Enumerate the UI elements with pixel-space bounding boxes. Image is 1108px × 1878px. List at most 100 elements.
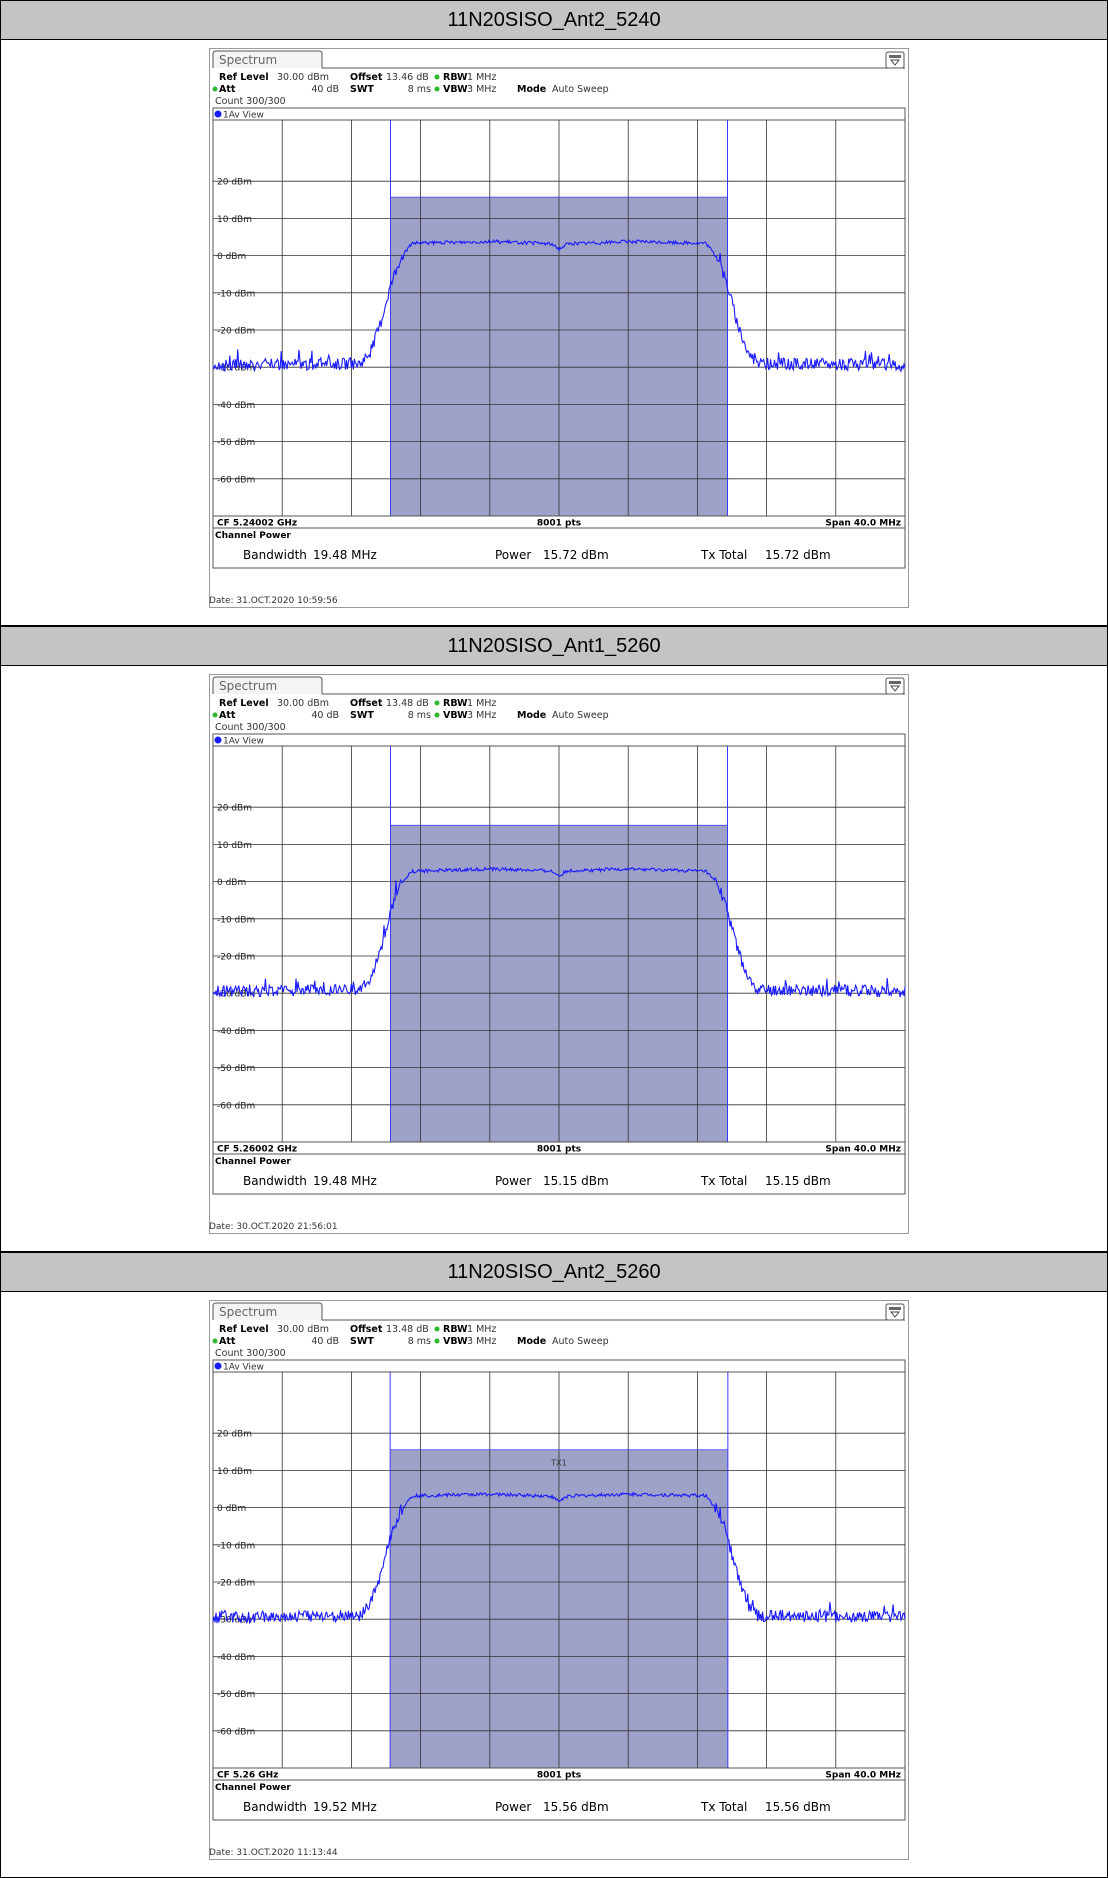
tx-total-value: 15.72 dBm (765, 548, 831, 562)
att-value: 40 dB (311, 710, 339, 721)
span-value: Span 40.0 MHz (825, 519, 901, 529)
trace-indicator (214, 1362, 222, 1370)
vbw-value: 3 MHz (467, 710, 496, 721)
trace-indicator (214, 110, 222, 118)
spectrum-tab (212, 50, 323, 68)
rbw-label: RBW (443, 72, 468, 83)
section-title-text: 11N20SISO_Ant2_5260 (447, 1260, 661, 1283)
y-tick-label: -20 dBm (217, 1579, 255, 1589)
swt-value: 8 ms (408, 84, 431, 95)
channel-power-panel (212, 1153, 906, 1195)
vbw-coupled-indicator (434, 86, 440, 92)
rbw-value: 1 MHz (467, 698, 496, 709)
date-stamp: Date: 31.OCT.2020 11:13:44 (209, 1848, 338, 1858)
mode-value: Auto Sweep (552, 1336, 609, 1347)
y-tick-label: -50 dBm (217, 1690, 255, 1700)
y-tick-label: -60 dBm (217, 475, 255, 485)
y-tick-label: 10 dBm (217, 215, 252, 225)
power-label: Power (495, 1800, 531, 1814)
span-value: Span 40.0 MHz (825, 1771, 901, 1781)
sweep-count: Count 300/300 (215, 96, 286, 107)
y-tick-label: 10 dBm (217, 841, 252, 851)
rbw-label: RBW (443, 1324, 468, 1335)
section-title: 11N20SISO_Ant2_5240 (0, 0, 1108, 40)
y-tick-label: 20 dBm (217, 178, 252, 188)
y-tick-label: -20 dBm (217, 327, 255, 337)
channel-power-title: Channel Power (215, 1157, 291, 1167)
date-stamp: Date: 31.OCT.2020 10:59:56 (209, 596, 338, 606)
y-tick-label: 0 dBm (217, 252, 246, 262)
y-tick-label: -10 dBm (217, 289, 255, 299)
section-title: 11N20SISO_Ant1_5260 (0, 626, 1108, 666)
spectrum-tab-label: Spectrum (219, 679, 277, 693)
sweep-count: Count 300/300 (215, 722, 286, 733)
vbw-label: VBW (443, 1336, 468, 1347)
y-tick-label: 20 dBm (217, 1430, 252, 1440)
display-icon-triangle (889, 59, 901, 66)
swt-label: SWT (350, 710, 374, 721)
spectrum-tab-label: Spectrum (219, 1305, 277, 1319)
tx-total-label: Tx Total (700, 1174, 747, 1188)
ref-level-value: 30.00 dBm (277, 698, 329, 709)
section-body: Spectrum Ref Level 30.00 dBm Offset 13.48 dB… (0, 666, 1108, 1252)
bandwidth-label: Bandwidth (243, 548, 307, 562)
section-title-text: 11N20SISO_Ant1_5260 (447, 634, 661, 657)
y-tick-label: -60 dBm (217, 1727, 255, 1737)
section-body: Spectrum Ref Level 30.00 dBm Offset 13.48 dB… (0, 1292, 1108, 1878)
date-stamp: Date: 30.OCT.2020 21:56:01 (209, 1222, 338, 1232)
y-tick-label: -20 dBm (217, 953, 255, 963)
view-label: 1Av View (223, 1363, 264, 1373)
center-frequency: CF 5.24002 GHz (217, 519, 297, 529)
y-tick-label: 0 dBm (217, 878, 246, 888)
view-label: 1Av View (223, 111, 264, 121)
offset-label: Offset (350, 72, 383, 83)
span-value: Span 40.0 MHz (825, 1145, 901, 1155)
analyzer-screenshot: Spectrum Ref Level 30.00 dBm Offset 13.46 dB… (209, 48, 909, 608)
ref-level-label: Ref Level (219, 1324, 269, 1335)
analyzer-screenshot: Spectrum Ref Level 30.00 dBm Offset 13.48 dB… (209, 674, 909, 1234)
vbw-label: VBW (443, 84, 468, 95)
ref-level-value: 30.00 dBm (277, 72, 329, 83)
bandwidth-label: Bandwidth (243, 1800, 307, 1814)
section-body: Spectrum Ref Level 30.00 dBm Offset 13.46 dB… (0, 40, 1108, 626)
y-tick-label: -30 dBm (217, 1616, 255, 1626)
display-icon-bar (889, 55, 901, 58)
section-title: 11N20SISO_Ant2_5260 (0, 1252, 1108, 1292)
display-icon-bar (889, 1307, 901, 1310)
swt-value: 8 ms (408, 1336, 431, 1347)
sweep-points: 8001 pts (537, 1145, 581, 1155)
spectrum-trace (212, 238, 906, 373)
offset-value: 13.48 dB (386, 1324, 429, 1335)
mode-label: Mode (517, 710, 546, 721)
vbw-coupled-indicator (434, 1338, 440, 1344)
vbw-value: 3 MHz (467, 84, 496, 95)
y-tick-label: -30 dBm (217, 364, 255, 374)
bandwidth-value: 19.48 MHz (313, 548, 377, 562)
att-value: 40 dB (311, 1336, 339, 1347)
display-icon-triangle (889, 1311, 901, 1318)
rbw-coupled-indicator (434, 74, 440, 80)
display-icon-bar (889, 681, 901, 684)
power-value: 15.15 dBm (543, 1174, 609, 1188)
trace-indicator (214, 736, 222, 744)
y-tick-label: 0 dBm (217, 1504, 246, 1514)
view-bar (212, 733, 906, 747)
y-tick-label: -10 dBm (217, 1541, 255, 1551)
bandwidth-label: Bandwidth (243, 1174, 307, 1188)
y-tick-label: -10 dBm (217, 915, 255, 925)
power-label: Power (495, 548, 531, 562)
vbw-coupled-indicator (434, 712, 440, 718)
att-coupled-indicator (212, 1338, 218, 1344)
spectrum-tab (212, 676, 323, 694)
att-coupled-indicator (212, 86, 218, 92)
tx-total-label: Tx Total (700, 548, 747, 562)
spectrum-trace (212, 1491, 906, 1625)
y-tick-label: -60 dBm (217, 1101, 255, 1111)
tx-total-value: 15.15 dBm (765, 1174, 831, 1188)
mode-label: Mode (517, 1336, 546, 1347)
channel-power-panel (212, 1779, 906, 1821)
att-label: Att (219, 84, 236, 95)
display-icon-triangle (889, 685, 901, 692)
att-value: 40 dB (311, 84, 339, 95)
